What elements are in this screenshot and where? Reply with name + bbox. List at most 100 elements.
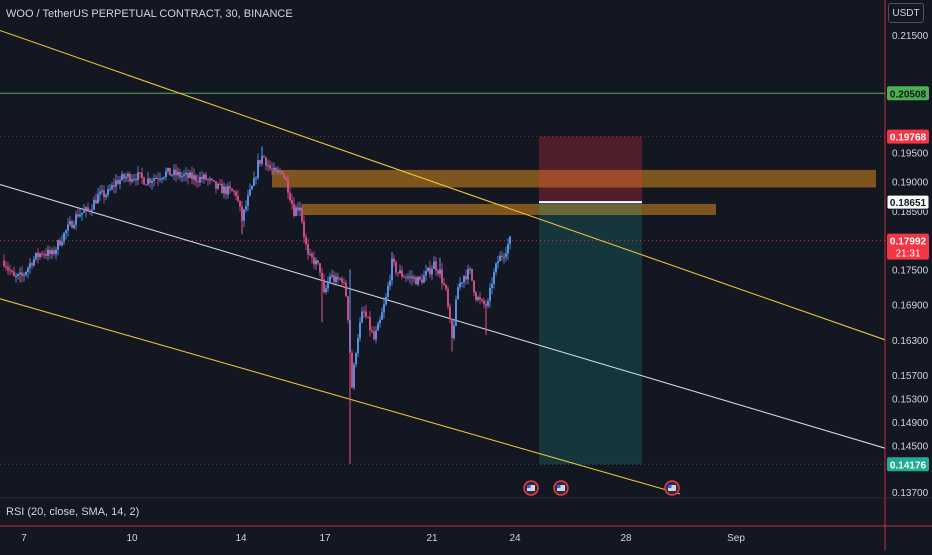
candle-body <box>77 214 79 217</box>
candle <box>221 179 223 194</box>
time-tick-label: 10 <box>126 533 138 544</box>
candle-body <box>167 167 169 172</box>
event-flag-icon[interactable] <box>553 480 569 496</box>
candle-body <box>159 178 161 180</box>
stop-level-badge[interactable] <box>887 129 929 144</box>
candle <box>293 197 295 218</box>
candle-body <box>465 276 467 280</box>
candle-body <box>197 181 199 183</box>
candle-body <box>93 199 95 210</box>
candle <box>271 161 273 175</box>
candle-body <box>369 317 371 331</box>
candle-body <box>211 178 213 180</box>
candle-body <box>233 191 235 193</box>
target-level-badge[interactable] <box>887 457 929 472</box>
candle <box>11 269 13 275</box>
candle-body <box>299 207 301 211</box>
currency-button[interactable]: USDT <box>888 3 924 23</box>
event-flag-icon[interactable] <box>523 480 539 496</box>
candle-body <box>405 277 407 279</box>
rsi-indicator-label[interactable]: RSI (20, close, SMA, 14, 2) <box>6 506 140 518</box>
lower-channel-line[interactable] <box>0 298 681 495</box>
candle-body <box>489 287 491 301</box>
candle <box>239 200 241 212</box>
candle-body <box>437 270 439 274</box>
position-reward-zone[interactable] <box>539 202 642 465</box>
candle-body <box>419 276 421 280</box>
lower-supply-zone[interactable] <box>302 203 716 216</box>
candle <box>113 178 115 194</box>
candle-body <box>403 276 405 278</box>
candle <box>287 174 289 199</box>
candle-body <box>117 180 119 184</box>
entry-level-badge-text: 0.18651 <box>890 198 927 209</box>
candle-body <box>425 271 427 276</box>
current-price-badge[interactable] <box>887 233 929 260</box>
candle-body <box>483 300 485 305</box>
candle <box>205 171 207 181</box>
green-level-badge[interactable] <box>887 86 929 101</box>
candle <box>87 202 89 213</box>
candle-body <box>487 300 489 306</box>
upper-channel-line[interactable] <box>0 29 886 341</box>
candle-body <box>51 250 53 255</box>
price-tick-label: 0.14500 <box>892 441 929 452</box>
candle <box>79 208 81 218</box>
candle <box>365 304 367 319</box>
candle-body <box>477 297 479 300</box>
candle <box>137 165 139 186</box>
position-risk-zone[interactable] <box>539 136 642 203</box>
candle-body <box>331 275 333 277</box>
candle <box>159 172 161 183</box>
candle-body <box>213 179 215 182</box>
candle <box>343 277 345 286</box>
time-tick-label: 21 <box>426 533 438 544</box>
upper-supply-zone[interactable] <box>272 169 876 188</box>
candle <box>467 264 469 285</box>
candle-body <box>309 253 311 255</box>
candle-body <box>179 171 181 178</box>
candle <box>9 264 11 276</box>
candle <box>13 266 15 277</box>
candle <box>335 272 337 285</box>
candle <box>299 201 301 217</box>
candle-body <box>385 296 387 305</box>
candle <box>383 297 385 319</box>
candle-body <box>503 256 505 258</box>
candle-body <box>269 165 271 169</box>
countdown-text: 21:31 <box>895 249 920 260</box>
candle-body <box>505 253 507 257</box>
candle <box>85 205 87 218</box>
candle-body <box>333 275 335 282</box>
candle-body <box>451 319 453 339</box>
middle-channel-line[interactable] <box>0 184 886 449</box>
candle-body <box>273 167 275 170</box>
candle <box>447 285 449 310</box>
candle-body <box>473 280 475 293</box>
candle-body <box>99 191 101 195</box>
candle-body <box>17 274 19 276</box>
candle <box>191 166 193 185</box>
candle <box>97 188 99 204</box>
candle-body <box>325 288 327 293</box>
candle <box>89 208 91 215</box>
entry-level-badge[interactable] <box>886 194 930 210</box>
candle <box>289 187 291 203</box>
candle-body <box>293 204 295 217</box>
candle-body <box>87 207 89 211</box>
candle <box>483 297 485 309</box>
candle-body <box>37 252 39 258</box>
event-flag-icon[interactable] <box>664 480 680 496</box>
candle-body <box>261 156 263 164</box>
candle-body <box>121 174 123 180</box>
candle <box>333 270 335 286</box>
candle <box>127 171 129 182</box>
candle <box>441 263 443 290</box>
candle <box>189 169 191 179</box>
candle <box>151 177 153 190</box>
candle-body <box>277 170 279 172</box>
candle-body <box>139 172 141 174</box>
candle-body <box>423 275 425 283</box>
